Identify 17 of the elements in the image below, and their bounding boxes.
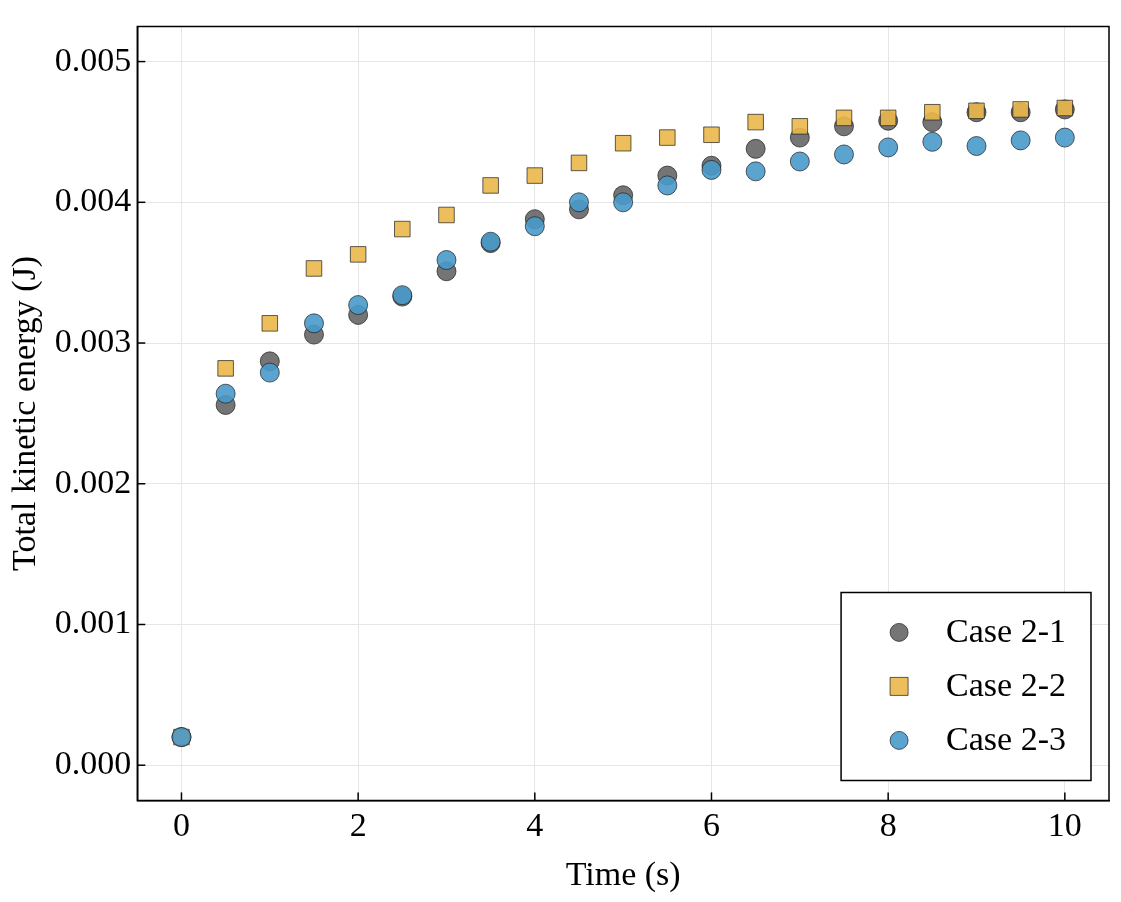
y-tick-label: 0.004 bbox=[54, 181, 132, 219]
x-tick-label: 6 bbox=[702, 805, 720, 843]
y-tick-label: 0.003 bbox=[54, 321, 132, 359]
legend-label: Case 2-3 bbox=[946, 720, 1067, 758]
legend-label: Case 2-1 bbox=[946, 612, 1067, 650]
x-axis-title: Time (s) bbox=[565, 854, 681, 893]
x-tick-label: 10 bbox=[1047, 805, 1082, 843]
legend-label: Case 2-2 bbox=[946, 666, 1067, 704]
x-tick-label: 4 bbox=[526, 805, 544, 843]
x-tick-label: 8 bbox=[879, 805, 897, 843]
y-tick-label: 0.000 bbox=[54, 744, 132, 782]
x-tick-label: 0 bbox=[172, 805, 190, 843]
x-tick-label: 2 bbox=[349, 805, 367, 843]
y-tick-label: 0.005 bbox=[54, 40, 132, 78]
y-tick-label: 0.001 bbox=[54, 603, 132, 641]
y-tick-label: 0.002 bbox=[54, 462, 132, 500]
y-axis-title: Total kinetic energy (J) bbox=[5, 255, 44, 571]
